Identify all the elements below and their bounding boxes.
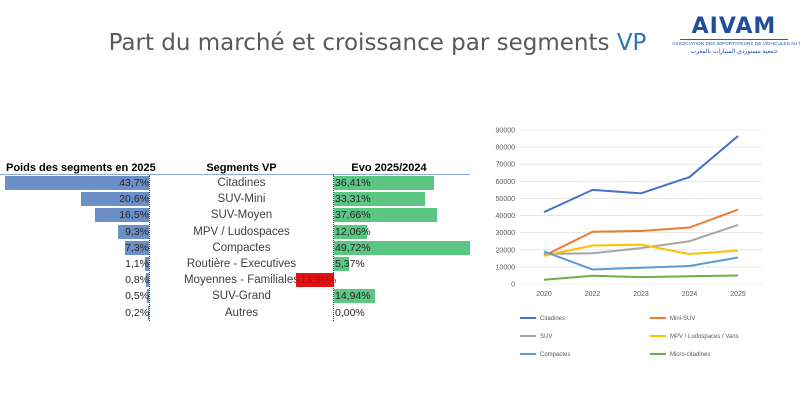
evo-bar <box>334 224 367 239</box>
evo-value: 49,72% <box>335 241 371 254</box>
weight-value: 43,7% <box>119 177 149 189</box>
x-tick-label: 2020 <box>536 291 552 298</box>
segment-label: Citadines <box>217 177 266 189</box>
segment-row: 1,1% Routière - Executives 5,37% <box>0 256 480 272</box>
evo-value: 14,94% <box>335 290 371 303</box>
weight-value: 7,3% <box>125 241 149 254</box>
segment-row: 0,5% SUV-Grand 14,94% <box>0 288 480 304</box>
title-accent: VP <box>616 30 647 56</box>
evo-value: 36,41% <box>335 177 371 189</box>
weight-axis-line <box>149 175 150 321</box>
y-tick-label: 80000 <box>496 145 516 152</box>
x-tick-label: 2022 <box>585 291 601 298</box>
y-tick-label: 70000 <box>496 162 516 169</box>
logo-wordmark: AIVAM <box>691 14 777 39</box>
evo-bar <box>334 192 426 207</box>
segment-row: 16,5% SUV-Moyen 37,66% <box>0 207 480 223</box>
weight-value: 20,6% <box>119 193 149 206</box>
logo-tagline-ar: جمعية مستوردي السيارات بالمغرب <box>690 49 778 55</box>
legend-label: MPV / Ludospaces / Vans <box>670 334 739 340</box>
weight-value: 9,3% <box>125 225 149 238</box>
series-line <box>543 243 739 257</box>
segment-row: 7,3% Compactes 49,72% <box>0 240 480 256</box>
weight-bar <box>146 273 149 288</box>
evo-bar <box>334 176 434 190</box>
evo-bar <box>296 273 334 288</box>
series-line <box>543 250 739 271</box>
header-evo: Evo 2025/2024 <box>351 162 427 174</box>
y-tick-label: 20000 <box>496 247 516 254</box>
y-tick-label: 90000 <box>496 128 516 135</box>
segment-label: SUV-Grand <box>212 290 271 303</box>
legend-label: SUV <box>540 334 552 340</box>
header-segment: Segments VP <box>206 162 277 174</box>
weight-bar <box>118 224 149 239</box>
segment-label: Moyennes - Familiales <box>183 274 300 287</box>
segment-row: 20,6% SUV-Mini 33,31% <box>0 191 480 207</box>
logo-rule <box>680 39 788 40</box>
series-line <box>543 274 739 281</box>
evo-value: 33,31% <box>335 193 371 206</box>
page-title: Part du marché et croissance par segment… <box>0 30 755 56</box>
weight-bar <box>5 176 149 190</box>
y-tick-label: 50000 <box>496 196 516 203</box>
segment-label: Routière - Executives <box>186 258 297 270</box>
weight-bar <box>124 240 149 255</box>
series-line <box>543 224 739 256</box>
series-line <box>543 208 739 257</box>
aivam-logo: AIVAM ASSOCIATION DES IMPORTATEURS DE VÉ… <box>672 14 800 64</box>
trend-line-chart: 0 10000 20000 30000 40000 50000 60000 70000 8000… <box>496 128 762 358</box>
evo-bar <box>334 240 470 255</box>
evo-value: 37,66% <box>335 209 371 222</box>
y-tick-label: 60000 <box>496 179 516 186</box>
y-tick-label: 40000 <box>496 213 516 220</box>
weight-value: 1,1% <box>125 258 149 270</box>
evo-bar <box>334 208 437 223</box>
x-tick-label: 2024 <box>682 291 698 298</box>
title-main: Part du marché et croissance par segment… <box>108 30 610 56</box>
evo-bar <box>334 257 349 271</box>
evo-value: 12,06% <box>335 225 371 238</box>
header-weight: Poids des segments en 2025 <box>6 162 156 174</box>
weight-bar <box>147 305 149 320</box>
segment-row: 43,7% Citadines 36,41% <box>0 175 480 191</box>
legend-label: Compactes <box>540 352 570 358</box>
header-divider <box>0 174 470 175</box>
evo-value: 5,37% <box>335 258 365 270</box>
evo-value: 0,00% <box>335 306 365 319</box>
legend-label: Micro-citadines <box>670 352 710 358</box>
weight-value: 16,5% <box>119 209 149 222</box>
weight-bar <box>145 257 149 271</box>
weight-bar <box>147 289 149 304</box>
y-tick-label: 0 <box>511 282 515 289</box>
weight-bar <box>94 208 149 223</box>
y-tick-label: 30000 <box>496 230 516 237</box>
segment-label: Autres <box>224 306 259 319</box>
legend-label: Citadines <box>540 316 565 322</box>
segment-label: MPV / Ludospaces <box>193 225 290 238</box>
evo-value: -13,86% <box>297 274 337 287</box>
y-tick-label: 10000 <box>496 264 516 271</box>
series-line <box>543 135 739 214</box>
weight-bar <box>81 192 149 207</box>
segment-label: SUV-Mini <box>217 193 266 206</box>
x-tick-label: 2025 <box>730 291 746 298</box>
x-tick-label: 2023 <box>633 291 649 298</box>
segment-row: 0,2% Autres 0,00% <box>0 305 480 321</box>
segment-label: SUV-Moyen <box>210 209 273 222</box>
segment-label: Compactes <box>212 241 271 254</box>
evo-axis-line <box>333 175 334 321</box>
segment-row: 9,3% MPV / Ludospaces 12,06% <box>0 224 480 240</box>
segment-row: 0,8% Moyennes - Familiales -13,86% <box>0 272 480 288</box>
weight-value: 0,2% <box>125 306 149 319</box>
legend-label: Mini-SUV <box>670 316 695 322</box>
evo-bar <box>334 289 375 304</box>
logo-tagline-fr: ASSOCIATION DES IMPORTATEURS DE VÉHICULE… <box>672 41 800 46</box>
weight-value: 0,5% <box>125 290 149 303</box>
weight-value: 0,8% <box>125 274 149 287</box>
